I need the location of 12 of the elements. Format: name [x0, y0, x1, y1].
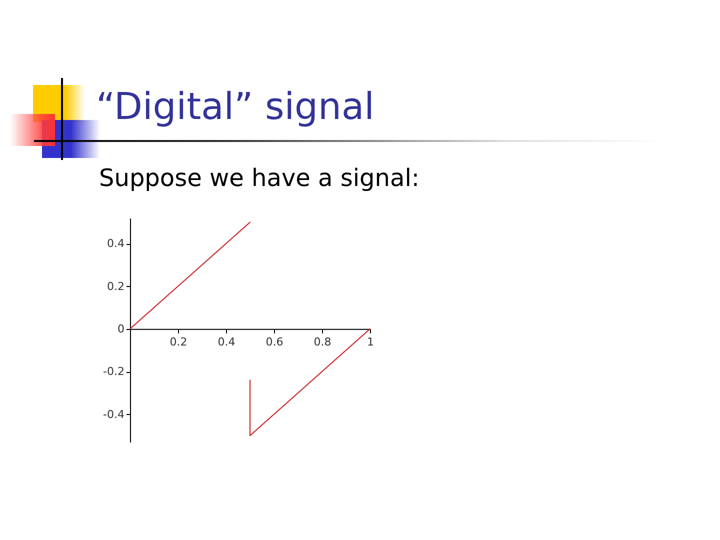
- x-tick-label: 0.4: [218, 335, 236, 348]
- y-tick-label: 0.4: [107, 237, 124, 250]
- x-tick-label: 0.2: [170, 335, 188, 348]
- x-tick-label: 0.6: [266, 335, 284, 348]
- x-tick-label: 0.8: [314, 335, 332, 348]
- y-tick-label: -0.2: [103, 365, 124, 378]
- y-tick-label: 0: [118, 322, 124, 336]
- y-tick-label: -0.4: [103, 408, 124, 421]
- chart-title: “Digital” signal: [96, 85, 374, 128]
- y-tick-label: 0.2: [107, 280, 124, 293]
- x-tick-label: 1: [367, 335, 374, 348]
- chart-subtitle: Suppose we have a signal:: [99, 164, 420, 192]
